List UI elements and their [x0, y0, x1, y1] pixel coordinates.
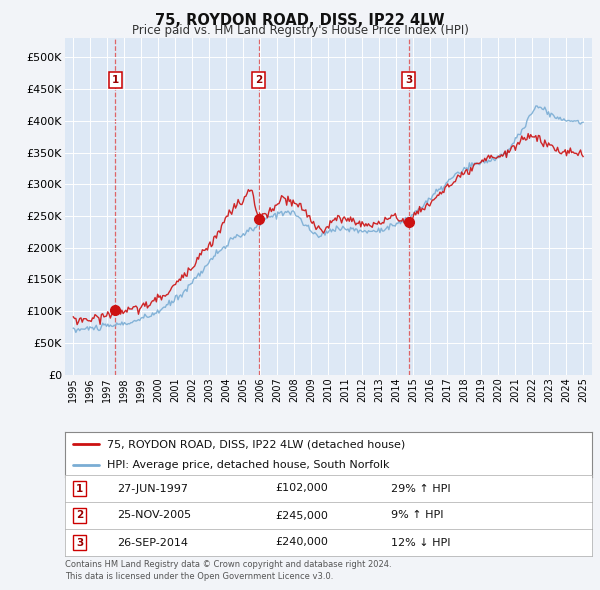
Text: 1: 1 — [76, 483, 83, 493]
Text: Price paid vs. HM Land Registry's House Price Index (HPI): Price paid vs. HM Land Registry's House … — [131, 24, 469, 37]
Text: 3: 3 — [405, 76, 412, 86]
Text: 9% ↑ HPI: 9% ↑ HPI — [391, 510, 444, 520]
Text: £245,000: £245,000 — [275, 510, 328, 520]
Text: 12% ↓ HPI: 12% ↓ HPI — [391, 537, 451, 548]
Text: 75, ROYDON ROAD, DISS, IP22 4LW: 75, ROYDON ROAD, DISS, IP22 4LW — [155, 13, 445, 28]
Text: Contains HM Land Registry data © Crown copyright and database right 2024.: Contains HM Land Registry data © Crown c… — [65, 560, 391, 569]
Text: HPI: Average price, detached house, South Norfolk: HPI: Average price, detached house, Sout… — [107, 460, 389, 470]
Text: 25-NOV-2005: 25-NOV-2005 — [118, 510, 191, 520]
Text: This data is licensed under the Open Government Licence v3.0.: This data is licensed under the Open Gov… — [65, 572, 333, 581]
Text: 29% ↑ HPI: 29% ↑ HPI — [391, 483, 451, 493]
Text: 27-JUN-1997: 27-JUN-1997 — [118, 483, 188, 493]
Text: £240,000: £240,000 — [275, 537, 328, 548]
Text: 2: 2 — [255, 76, 262, 86]
Text: 3: 3 — [76, 537, 83, 548]
Text: 75, ROYDON ROAD, DISS, IP22 4LW (detached house): 75, ROYDON ROAD, DISS, IP22 4LW (detache… — [107, 440, 405, 450]
Text: 2: 2 — [76, 510, 83, 520]
Text: 1: 1 — [112, 76, 119, 86]
Text: £102,000: £102,000 — [275, 483, 328, 493]
Text: 26-SEP-2014: 26-SEP-2014 — [118, 537, 188, 548]
